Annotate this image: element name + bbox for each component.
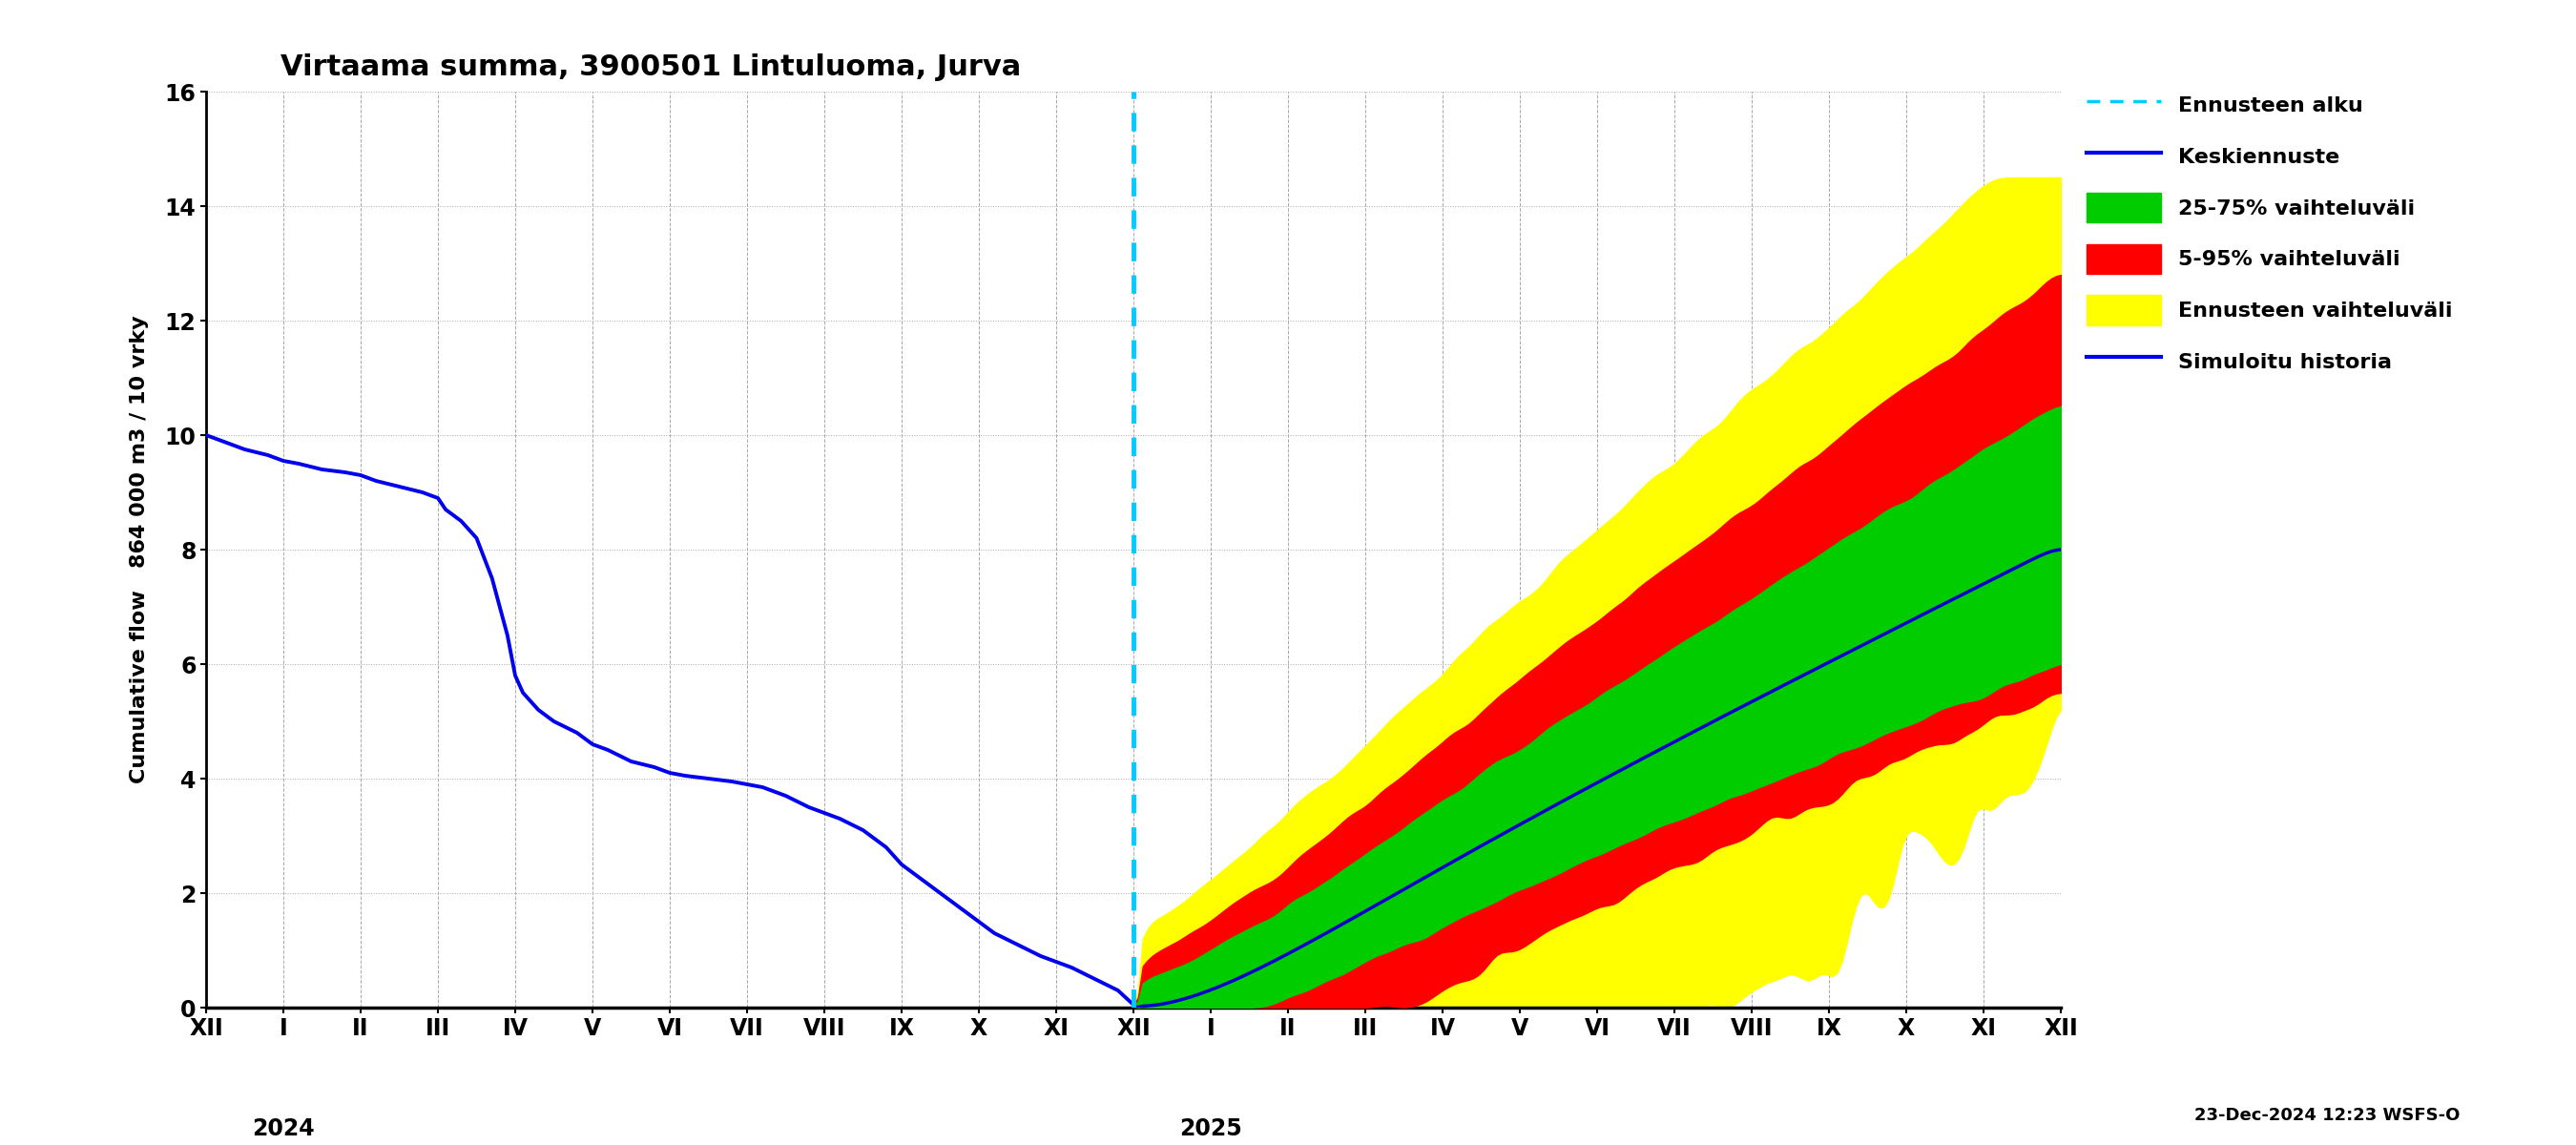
- Y-axis label: Cumulative flow   864 000 m3 / 10 vrky: Cumulative flow 864 000 m3 / 10 vrky: [129, 316, 149, 783]
- Legend: Ennusteen alku, Keskiennuste, 25-75% vaihteluväli, 5-95% vaihteluväli, Ennusteen: Ennusteen alku, Keskiennuste, 25-75% vai…: [2081, 84, 2460, 382]
- Text: 2025: 2025: [1180, 1118, 1242, 1140]
- Text: 23-Dec-2024 12:23 WSFS-O: 23-Dec-2024 12:23 WSFS-O: [2195, 1107, 2460, 1124]
- Text: 2024: 2024: [252, 1118, 314, 1140]
- Text: Virtaama summa, 3900501 Lintuluoma, Jurva: Virtaama summa, 3900501 Lintuluoma, Jurv…: [281, 54, 1020, 81]
